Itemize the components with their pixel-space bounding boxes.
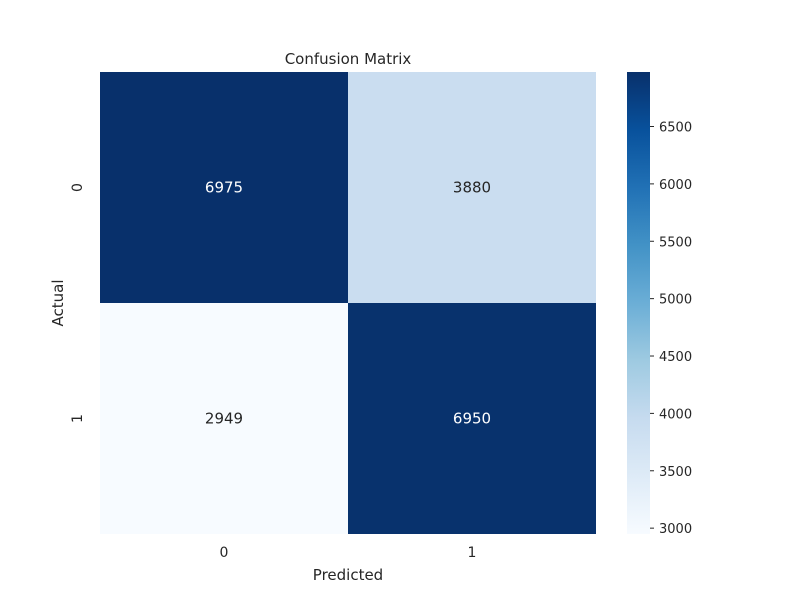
- cell-value-label: 6975: [205, 179, 243, 197]
- heatmap-cell: [348, 303, 596, 534]
- y-tick-label: 1: [70, 414, 86, 423]
- colorbar-tick-label: 5000: [659, 293, 692, 308]
- y-tick-label: 0: [70, 183, 86, 192]
- colorbar-ticks: 3000 3500 4000 4500 5000 5500 6000 6500: [650, 121, 692, 537]
- y-tick-labels: 01: [70, 183, 86, 423]
- cell-value-label: 6950: [453, 410, 491, 428]
- colorbar-tick-label: 6500: [659, 121, 692, 136]
- cell-value-label: 2949: [205, 410, 243, 428]
- cell-value-label: 3880: [453, 179, 491, 197]
- x-axis-label: Predicted: [313, 566, 383, 584]
- colorbar-tick-label: 5500: [659, 235, 692, 250]
- x-tick-label: 1: [468, 545, 477, 561]
- x-tick-label: 0: [220, 545, 229, 561]
- heatmap-cell: [100, 72, 348, 303]
- colorbar: [627, 72, 650, 534]
- chart-title: Confusion Matrix: [285, 50, 412, 68]
- colorbar-tick-label: 4500: [659, 350, 692, 365]
- colorbar-tick-label: 3000: [659, 522, 692, 537]
- colorbar-tick-label: 3500: [659, 465, 692, 480]
- heatmap-cell: [100, 303, 348, 534]
- colorbar-tick-label: 6000: [659, 178, 692, 193]
- heatmap-cell: [348, 72, 596, 303]
- y-axis-label: Actual: [49, 280, 67, 327]
- colorbar-tick-label: 4000: [659, 407, 692, 422]
- heatmap-cells: 6975 3880 2949 6950: [100, 72, 596, 534]
